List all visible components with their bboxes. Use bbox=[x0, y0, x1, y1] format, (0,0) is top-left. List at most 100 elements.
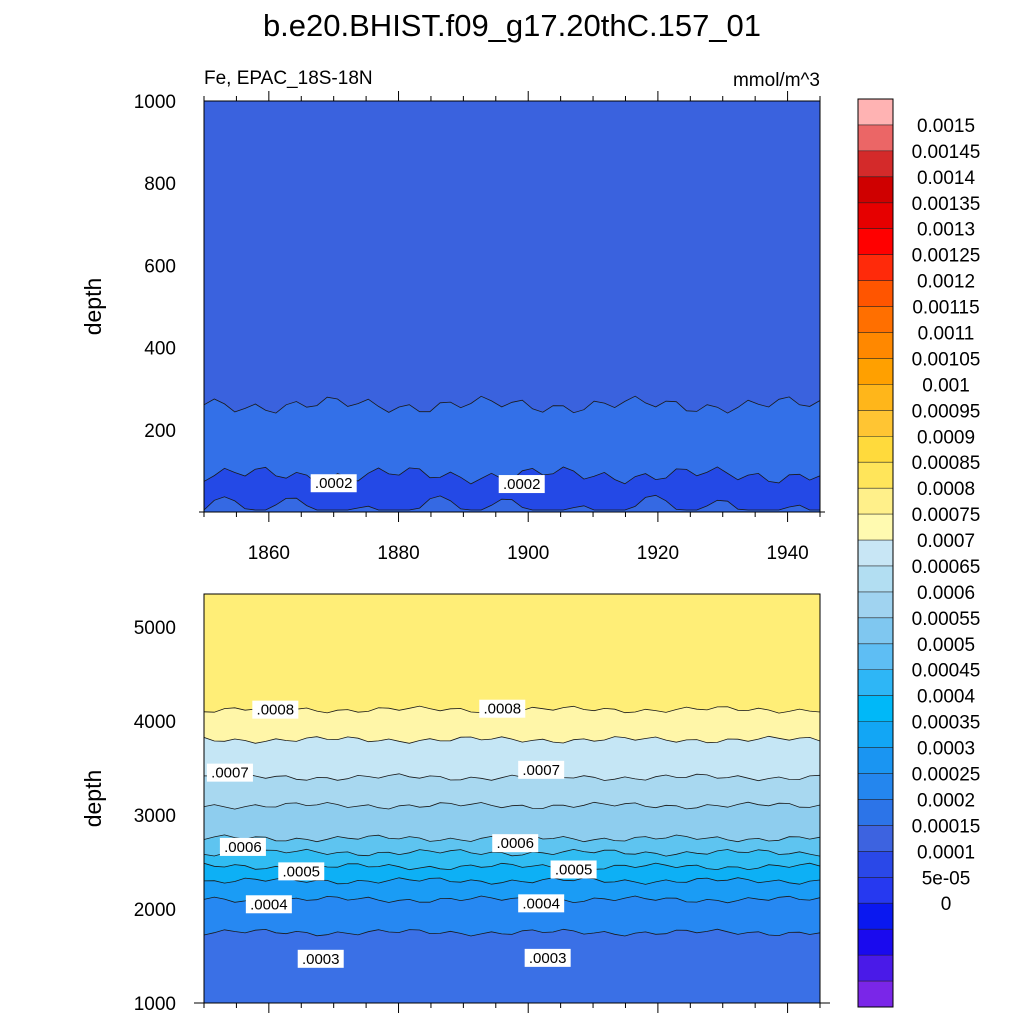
contour-label: .0007 bbox=[522, 762, 560, 779]
contour-label-bg bbox=[252, 700, 299, 719]
colorbar-swatch bbox=[858, 565, 893, 593]
y-tick-label: 600 bbox=[144, 256, 176, 277]
contour-label: .0004 bbox=[522, 895, 560, 912]
colorbar-swatch bbox=[858, 306, 893, 333]
contour-band bbox=[204, 929, 820, 1003]
colorbar-swatch bbox=[858, 124, 893, 152]
contour-label: .0002 bbox=[503, 476, 541, 493]
colorbar-label: 0.00035 bbox=[912, 713, 981, 734]
y-tick-label: 1000 bbox=[134, 994, 176, 1015]
colorbar-label: 0.00025 bbox=[912, 765, 981, 786]
x-tick-label: 1920 bbox=[637, 543, 679, 564]
colorbar-swatch bbox=[858, 358, 893, 385]
contour-line bbox=[204, 395, 820, 414]
units-label: mmol/m^3 bbox=[733, 70, 820, 91]
x-tick-label: 1940 bbox=[766, 543, 808, 564]
colorbar-swatch bbox=[858, 643, 893, 671]
colorbar-label: 0.00065 bbox=[912, 557, 981, 578]
colorbar-swatch bbox=[858, 669, 893, 697]
contour-label-bg bbox=[518, 894, 565, 913]
colorbar-label: 0.00045 bbox=[912, 661, 981, 682]
colorbar-label: 0.001 bbox=[922, 375, 970, 396]
x-tick-label: 1900 bbox=[507, 543, 549, 564]
contour-label-bg bbox=[297, 949, 344, 968]
colorbar-label: 0.0005 bbox=[917, 635, 975, 656]
contour-band bbox=[204, 802, 820, 842]
colorbar-label: 0.0008 bbox=[917, 479, 975, 500]
contour-label: .0008 bbox=[484, 701, 522, 718]
colorbar-label: 0.00135 bbox=[912, 194, 981, 215]
colorbar-label: 0.00145 bbox=[912, 142, 981, 163]
contour-label-bg bbox=[518, 760, 565, 779]
colorbar-label: 5e-05 bbox=[922, 868, 971, 889]
colorbar-swatch bbox=[858, 176, 893, 204]
contour-label-bg bbox=[479, 699, 526, 718]
colorbar-label: 0.0004 bbox=[917, 687, 976, 708]
colorbar-label: 0.00095 bbox=[912, 401, 981, 422]
y-tick-label: 400 bbox=[144, 339, 176, 360]
contour-band bbox=[204, 396, 820, 484]
colorbar-swatch bbox=[858, 825, 893, 852]
colorbar: 0.0015 0.00145 0.0014 0.00135 0.0013 0.00125 0… bbox=[857, 98, 981, 1008]
colorbar-label: 0.00115 bbox=[912, 298, 979, 319]
contour-label-bg bbox=[524, 948, 571, 967]
y-axis-label: depth bbox=[80, 278, 106, 336]
colorbar-swatch bbox=[858, 617, 893, 645]
colorbar-swatch bbox=[858, 929, 893, 956]
colorbar-label: 0 bbox=[941, 894, 952, 915]
plot-frame bbox=[203, 593, 821, 1004]
colorbar-swatch bbox=[858, 410, 893, 437]
colorbar-swatch bbox=[858, 877, 893, 904]
colorbar-label: 0.0013 bbox=[917, 220, 975, 241]
contour-label: .0006 bbox=[496, 835, 534, 852]
contour-line bbox=[204, 895, 820, 904]
contour-line bbox=[204, 848, 820, 857]
contour-band bbox=[204, 896, 820, 936]
colorbar-label: 0.0011 bbox=[918, 323, 975, 344]
colorbar-swatch bbox=[858, 228, 893, 256]
lower-contour-panel: .0003 .0003 .0004 .0004 .0005 .0005 .0006 .0006… bbox=[80, 593, 830, 1015]
colorbar-swatch bbox=[858, 747, 893, 774]
colorbar-label: 0.0006 bbox=[917, 583, 975, 604]
deep-contour-patch bbox=[204, 494, 820, 512]
contour-label-bg bbox=[492, 834, 539, 853]
colorbar-label: 0.00015 bbox=[912, 816, 981, 837]
colorbar-label: 0.00075 bbox=[912, 505, 981, 526]
colorbar-swatch bbox=[858, 851, 893, 878]
colorbar-swatch bbox=[858, 773, 893, 800]
colorbar-swatch bbox=[858, 721, 893, 748]
contour-label: .0006 bbox=[224, 839, 262, 856]
y-tick-label: 3000 bbox=[134, 806, 176, 827]
contour-label-bg bbox=[219, 837, 266, 856]
contour-label: .0008 bbox=[257, 702, 295, 719]
colorbar-label: 0.00055 bbox=[912, 609, 981, 630]
contour-band bbox=[204, 877, 820, 903]
contour-label-bg bbox=[278, 862, 325, 881]
colorbar-swatch bbox=[858, 384, 893, 411]
colorbar-swatch bbox=[858, 540, 893, 567]
variable-label: Fe, EPAC_18S-18N bbox=[204, 68, 373, 89]
y-tick-label: 200 bbox=[144, 421, 176, 442]
colorbar-swatch bbox=[858, 955, 893, 982]
colorbar-swatch bbox=[858, 99, 893, 126]
contour-label-bg bbox=[550, 860, 597, 879]
colorbar-swatch bbox=[858, 903, 893, 930]
contour-band bbox=[204, 736, 820, 781]
y-tick-label: 1000 bbox=[134, 92, 176, 113]
contour-band bbox=[204, 773, 820, 810]
colorbar-label: 0.0015 bbox=[917, 116, 975, 137]
colorbar-label: 0.0003 bbox=[917, 739, 975, 760]
colorbar-label: 0.0009 bbox=[917, 427, 975, 448]
contour-band bbox=[204, 863, 820, 885]
colorbar-swatch bbox=[858, 514, 893, 541]
colorbar-label: 0.00105 bbox=[912, 349, 981, 370]
colorbar-label: 0.0001 bbox=[917, 842, 975, 863]
contour-line bbox=[204, 801, 820, 810]
contour-label: .0007 bbox=[211, 765, 249, 782]
plot-frame bbox=[203, 100, 821, 513]
colorbar-label: 0.0007 bbox=[917, 531, 975, 552]
contour-label: .0003 bbox=[529, 950, 567, 967]
contour-band bbox=[204, 594, 820, 714]
colorbar-label: 0.0012 bbox=[917, 272, 975, 293]
